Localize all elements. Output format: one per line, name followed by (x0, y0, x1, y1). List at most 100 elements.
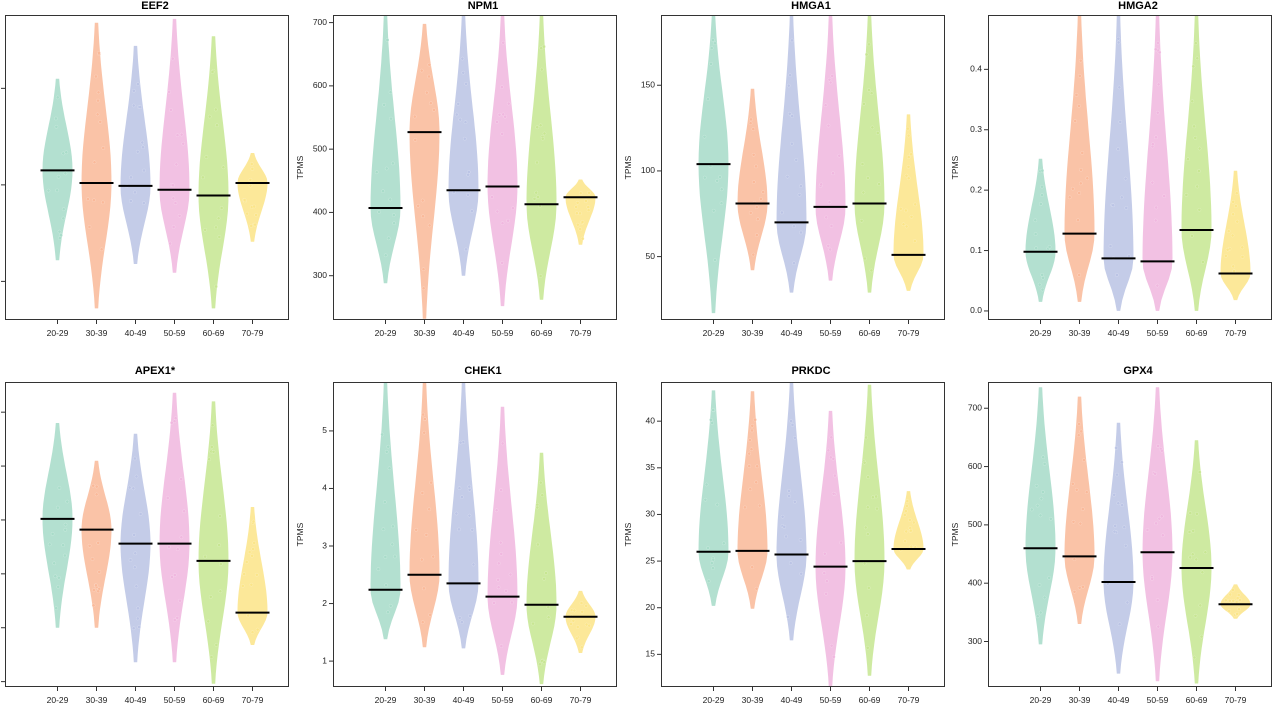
sample-point (1238, 598, 1242, 602)
y-tick-label: 40 (646, 415, 656, 425)
sample-point (580, 236, 585, 241)
sample-point (1235, 596, 1240, 600)
sample-point (210, 70, 215, 74)
sample-point (462, 136, 467, 141)
sample-point (743, 505, 747, 510)
y-axis-label: TPMS (950, 522, 960, 546)
sample-point (98, 120, 103, 124)
sample-point (786, 614, 790, 619)
sample-point (1203, 550, 1208, 555)
x-tick-label: 20-29 (703, 328, 725, 338)
sample-point (501, 112, 506, 117)
sample-point (865, 645, 870, 650)
sample-point (203, 227, 207, 232)
sample-point (254, 213, 258, 217)
x-tick-label: 70-79 (242, 695, 264, 705)
sample-point (719, 187, 724, 192)
sample-point (755, 464, 759, 469)
sample-point (828, 247, 833, 252)
sample-point (780, 514, 785, 519)
sample-point (572, 608, 577, 613)
y-tick-label: 300 (968, 636, 982, 646)
sample-point (454, 511, 459, 516)
x-tick-label: 50-59 (1147, 695, 1169, 705)
sample-point (1042, 462, 1047, 466)
sample-point (532, 197, 537, 201)
panel-hmga1: HMGA1 50 100 150 TPMS 20-29 30-39 40-49 50-59 60-… (623, 0, 945, 338)
sample-point (454, 112, 459, 117)
sample-point (761, 190, 766, 194)
sample-point (214, 225, 218, 230)
sample-point (217, 235, 222, 239)
sample-point (1077, 422, 1081, 426)
plot-frame (5, 15, 289, 320)
sample-point (1197, 470, 1202, 474)
sample-point (47, 542, 52, 547)
sample-point (1156, 624, 1161, 629)
sample-point (903, 539, 907, 544)
sample-point (912, 239, 917, 243)
sample-point (101, 146, 106, 150)
sample-point (460, 620, 464, 625)
sample-point (381, 189, 385, 194)
sample-point (500, 221, 505, 226)
sample-point (753, 417, 757, 422)
sample-point (168, 241, 173, 246)
panel-title: CHEK1 (464, 365, 501, 377)
y-tick-label: 1 (322, 655, 327, 665)
sample-point (871, 495, 875, 500)
sample-point (544, 571, 548, 575)
sample-point (579, 645, 584, 650)
sample-point (1235, 219, 1240, 224)
sample-point (414, 527, 419, 532)
sample-point (61, 207, 66, 212)
y-tick-label: 4 (322, 483, 327, 493)
violin-30-39 (409, 382, 440, 648)
sample-point (427, 223, 432, 228)
x-tick-label: 30-39 (414, 695, 436, 705)
sample-point (751, 180, 756, 184)
y-tick-label: 0.0 (970, 305, 982, 315)
sample-point (875, 506, 879, 511)
sample-point (91, 603, 96, 608)
sample-point (380, 432, 385, 437)
y-tick-label: 100 (641, 165, 655, 175)
sample-point (571, 618, 576, 623)
sample-point (420, 620, 425, 625)
sample-point (499, 488, 503, 492)
x-tick-label: 50-59 (164, 328, 186, 338)
sample-point (219, 206, 224, 210)
sample-point (1117, 85, 1122, 90)
sample-point (831, 491, 836, 496)
sample-point (711, 408, 716, 412)
sample-point (798, 538, 803, 542)
x-tick-label: 70-79 (570, 695, 592, 705)
x-tick-label: 40-49 (781, 328, 803, 338)
sample-point (221, 165, 226, 170)
x-tick-label: 50-59 (492, 695, 514, 705)
sample-point (748, 438, 752, 442)
sample-point (1072, 557, 1077, 562)
sample-point (913, 202, 918, 207)
sample-point (1232, 269, 1236, 273)
sample-point (1116, 40, 1121, 45)
sample-point (1073, 119, 1078, 123)
sample-point (710, 421, 715, 425)
violin-40-49 (448, 15, 479, 276)
sample-point (96, 90, 101, 95)
sample-point (63, 553, 67, 558)
sample-point (1071, 519, 1076, 524)
sample-point (421, 267, 426, 272)
sample-point (1084, 490, 1089, 495)
sample-point (792, 499, 797, 504)
sample-point (496, 585, 501, 590)
sample-point (387, 466, 392, 471)
x-tick-label: 20-29 (1030, 695, 1052, 705)
sample-point (1230, 233, 1235, 238)
sample-point (391, 524, 395, 529)
sample-point (216, 216, 221, 221)
sample-point (870, 125, 875, 130)
sample-point (250, 553, 254, 558)
sample-point (787, 489, 791, 493)
sample-point (174, 162, 179, 167)
